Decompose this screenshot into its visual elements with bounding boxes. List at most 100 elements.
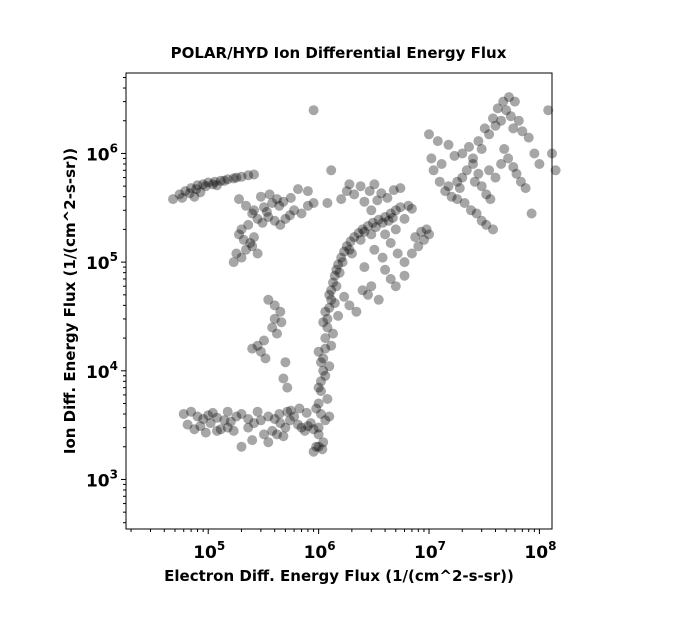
data-point [276, 317, 287, 328]
data-point [322, 394, 333, 404]
data-point [234, 229, 244, 240]
data-point [294, 403, 305, 414]
data-point [249, 205, 259, 216]
data-point [416, 226, 427, 237]
data-point [324, 411, 335, 422]
data-point [390, 205, 401, 216]
data-point [267, 198, 278, 208]
data-point [385, 238, 396, 248]
data-point [200, 181, 211, 192]
data-point [349, 189, 360, 200]
data-point [212, 425, 222, 436]
data-point [443, 139, 454, 150]
data-point [269, 300, 280, 311]
data-point [313, 346, 324, 357]
data-point [359, 196, 370, 207]
data-point [282, 406, 293, 417]
data-point [476, 144, 487, 154]
y-tick-label-exponent: 6 [110, 141, 118, 155]
data-point [272, 194, 282, 205]
data-point [406, 248, 417, 259]
data-point [503, 153, 514, 164]
data-point [282, 382, 293, 393]
data-point [324, 302, 335, 313]
data-point [222, 406, 233, 417]
data-point [366, 205, 377, 216]
data-point [249, 232, 259, 243]
data-point [388, 185, 399, 196]
data-point [326, 340, 337, 351]
data-point [461, 165, 472, 176]
data-point [249, 418, 259, 429]
data-point [259, 202, 269, 213]
data-point [377, 252, 388, 263]
data-point [317, 444, 328, 455]
x-tick-label-base: 10 [193, 543, 217, 563]
data-point [247, 343, 258, 354]
data-point [228, 425, 239, 436]
data-point [385, 274, 396, 284]
data-point [225, 416, 236, 427]
data-point [259, 335, 269, 346]
data-point [440, 186, 451, 197]
y-tick-label-base: 10 [86, 471, 110, 491]
data-point [363, 221, 373, 231]
data-point [479, 123, 490, 134]
data-point [243, 170, 254, 181]
data-point [333, 259, 344, 270]
x-tick-label: 108 [524, 539, 556, 563]
data-point [341, 241, 352, 252]
plot-frame [125, 72, 553, 530]
data-point [308, 198, 319, 208]
data-point [274, 200, 285, 211]
data-point [346, 248, 357, 259]
data-point [209, 176, 220, 187]
data-point [481, 219, 492, 230]
data-point [264, 189, 275, 200]
data-point [236, 224, 247, 235]
data-point [289, 205, 300, 216]
x-tick-label-exponent: 8 [548, 539, 556, 553]
data-point [369, 179, 380, 190]
data-point [421, 224, 432, 235]
data-point [245, 238, 256, 248]
data-point [228, 173, 239, 184]
data-point [311, 403, 322, 414]
data-point [261, 206, 272, 217]
data-point [392, 248, 403, 259]
data-point [320, 306, 331, 317]
data-point [419, 234, 429, 245]
data-point [359, 262, 370, 273]
data-point [222, 422, 233, 433]
data-point [413, 241, 424, 252]
data-point [278, 373, 289, 384]
data-point [272, 429, 282, 440]
x-tick-label: 105 [193, 539, 225, 563]
data-point [234, 194, 244, 205]
data-point [523, 132, 534, 143]
data-point [313, 422, 324, 433]
data-point [212, 412, 222, 423]
data-point [406, 203, 417, 214]
data-point [320, 415, 331, 426]
y-tick-label-exponent: 5 [110, 250, 118, 264]
data-point [468, 159, 478, 169]
data-point [263, 411, 274, 422]
data-point [257, 217, 268, 228]
data-point [380, 212, 391, 222]
data-point [184, 188, 195, 199]
data-point [333, 310, 344, 321]
data-point [278, 431, 289, 442]
data-point [520, 183, 531, 194]
data-point [473, 136, 484, 147]
data-point [490, 172, 501, 183]
data-point [219, 175, 230, 186]
data-point [260, 353, 271, 364]
data-point [313, 398, 324, 409]
data-point [195, 421, 206, 432]
data-point [382, 192, 393, 203]
data-point [504, 92, 514, 103]
data-point [203, 410, 214, 421]
data-point [269, 313, 280, 324]
